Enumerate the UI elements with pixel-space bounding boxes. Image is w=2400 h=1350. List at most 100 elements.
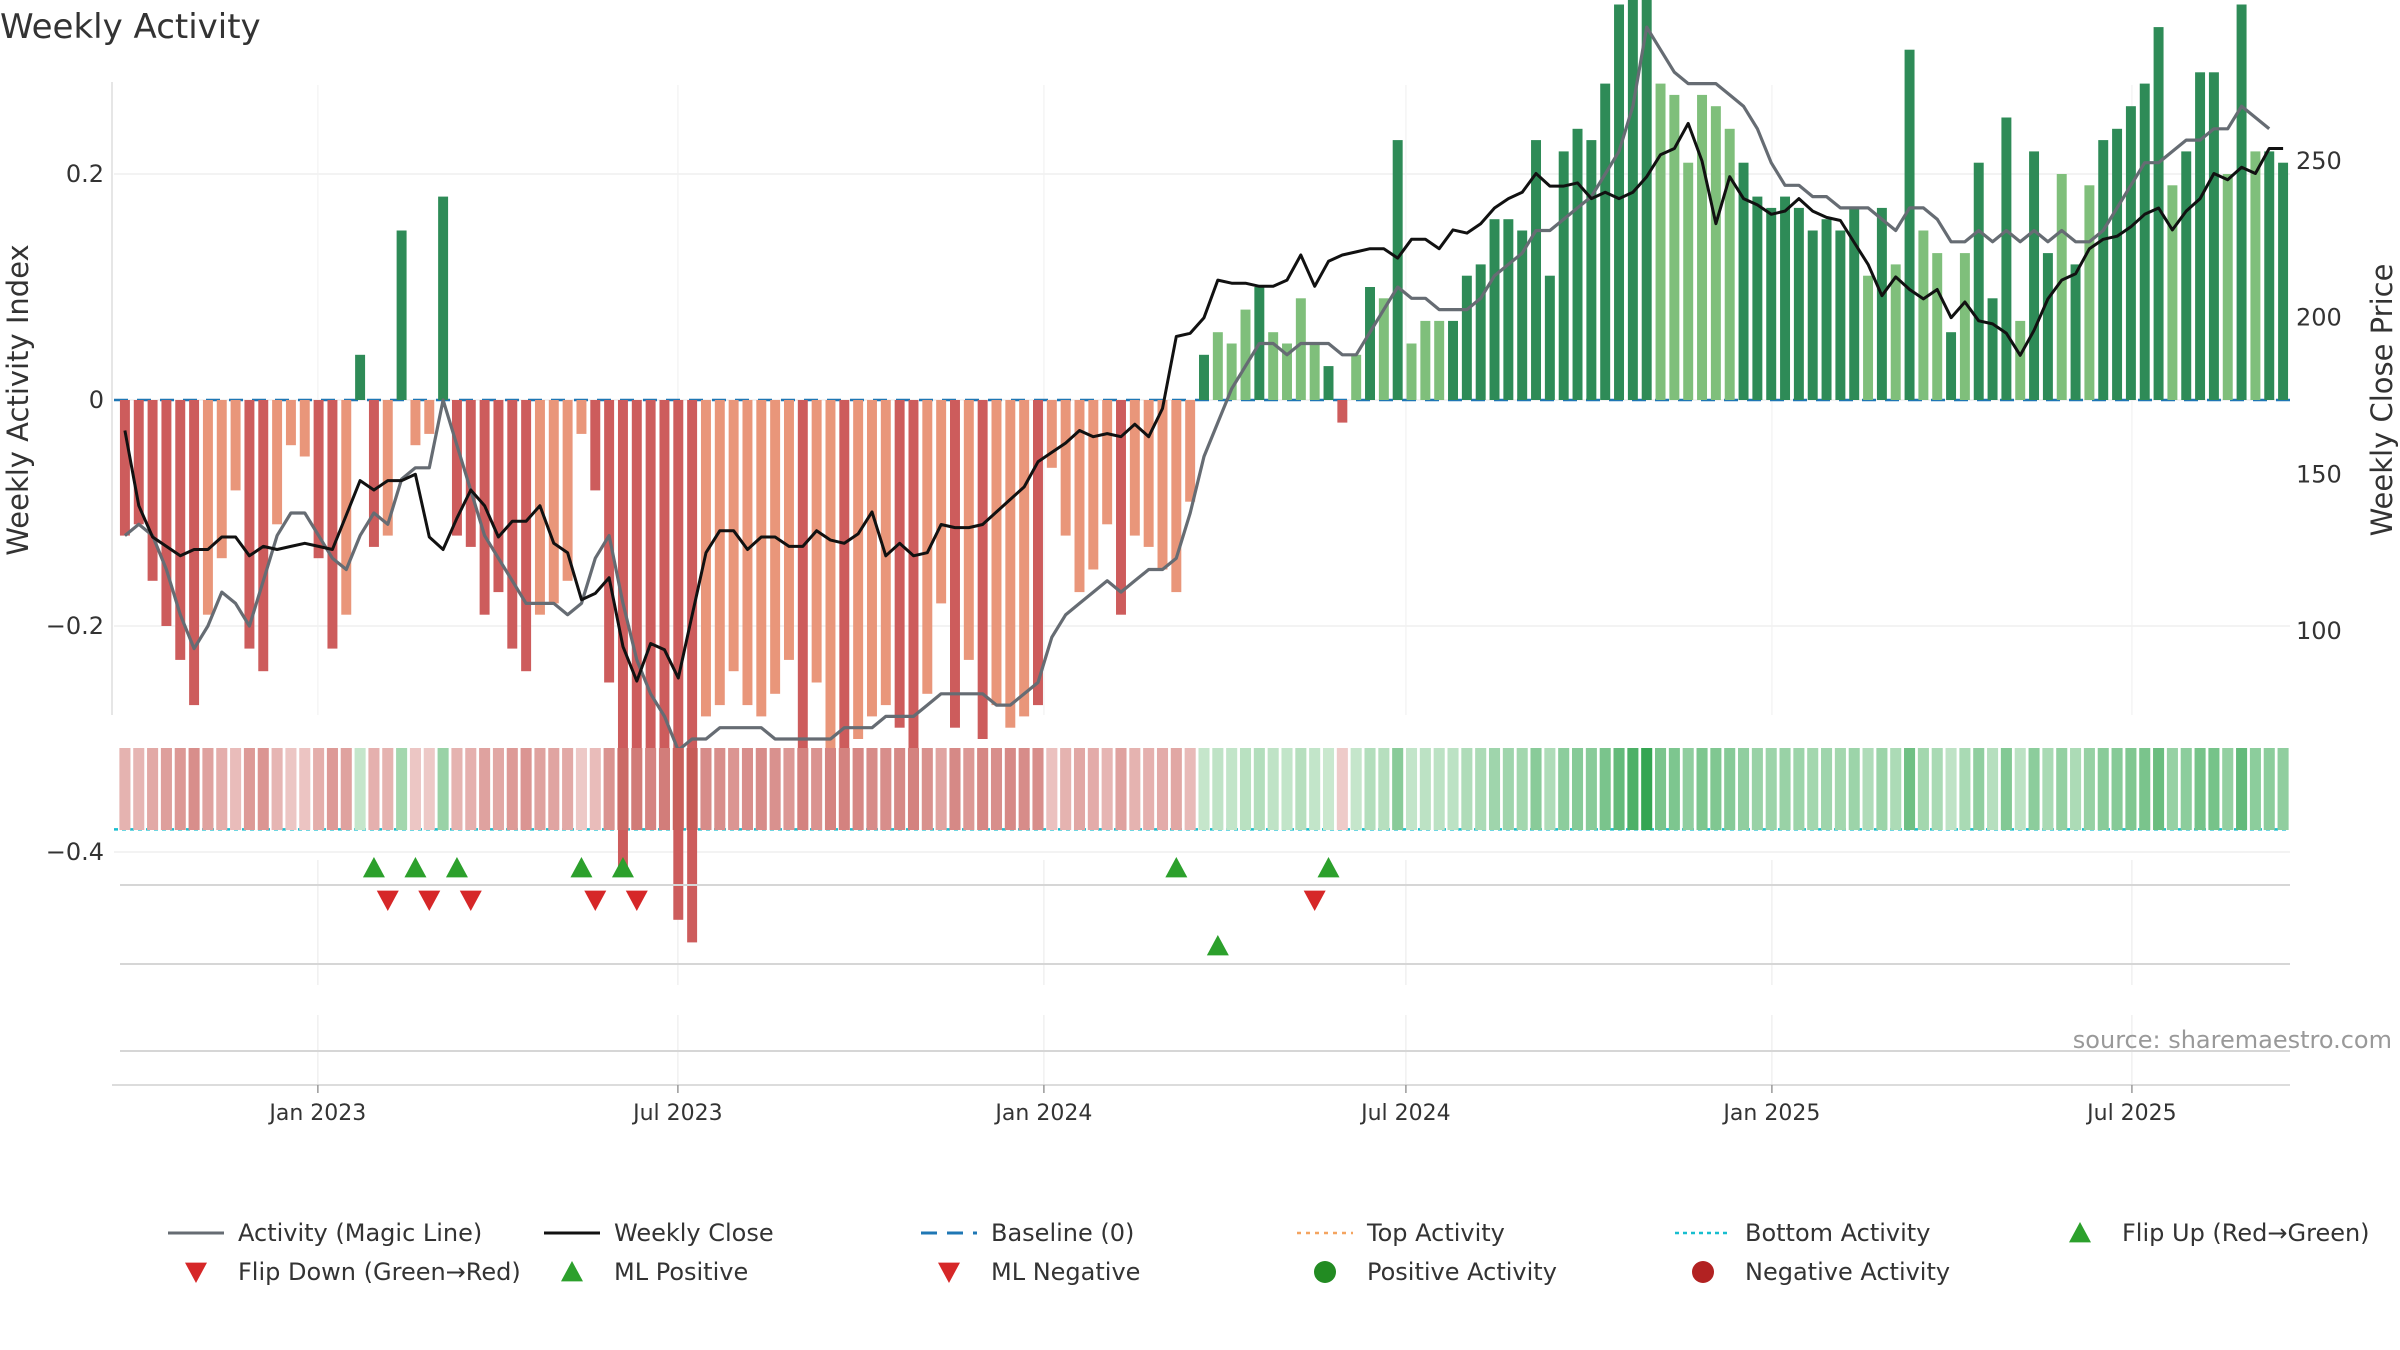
heat-cell [1419,748,1431,830]
activity-bar [1863,275,1874,400]
activity-bar [410,400,421,446]
heat-cell [575,748,587,830]
activity-bar [1378,298,1389,400]
date-tick-label: Jul 2024 [1359,1101,1451,1126]
activity-bar [1517,230,1528,400]
activity-bar [1669,94,1680,401]
heat-cell [1779,748,1791,830]
activity-bar [825,400,836,751]
heat-cell [534,748,546,830]
activity-bar [2056,174,2067,400]
legend-label: ML Positive [614,1258,748,1286]
activity-bar [977,400,988,739]
activity-bar [936,400,947,604]
legend-label: Negative Activity [1745,1258,1950,1286]
activity-bar [133,400,144,525]
activity-bar [1946,332,1957,400]
activity-bar [1752,196,1763,400]
activity-bar [1019,400,1030,717]
heat-cell [354,748,366,830]
activity-bar [1116,400,1126,615]
activity-bar [1793,207,1804,400]
flip-down-marker [584,890,607,911]
activity-bar [1876,207,1887,400]
heat-cell [1184,748,1196,830]
ml-positive-marker [1206,935,1229,956]
heat-cell [783,748,795,830]
heat-cell [1143,748,1155,830]
activity-bar [1337,400,1348,423]
activity-bar [853,400,864,739]
activity-bar [1365,287,1375,400]
activity-bar [756,400,767,717]
signal-rows [112,884,2290,1086]
activity-bar [1157,400,1168,570]
legend-swatch-positive-dot [1314,1261,1336,1283]
heat-cell [921,748,933,830]
activity-bar [2153,27,2164,400]
activity-bar [742,400,753,706]
activity-bar [1420,320,1431,400]
activity-bar [839,400,850,762]
activity-bar [230,400,241,491]
activity-bar [714,400,725,706]
activity-bar [673,400,684,920]
flip-down-marker [376,890,399,911]
heat-cell [797,748,809,830]
heat-cell [1655,748,1667,830]
heat-cell [368,748,380,830]
heat-cell [714,748,726,830]
activity-bar [2112,128,2123,401]
activity-bar [1973,162,1984,400]
flip-up-marker [1317,857,1340,878]
magic-line [123,25,2271,752]
activity-bar [590,400,601,491]
heat-cell [188,748,200,830]
activity-bar [1351,354,1362,400]
heat-cell [1890,748,1902,830]
heat-cell [1475,748,1487,830]
heat-cell [963,748,975,830]
activity-bar [908,400,919,762]
heat-cell [1807,748,1819,830]
heat-cell [1668,748,1680,830]
activity-bar [2084,185,2095,400]
activity-bar [1074,400,1085,593]
activity-bar [1434,320,1445,400]
activity-bar [2167,185,2178,400]
y-tick-label: 0 [89,386,104,414]
activity-bar [1199,354,1209,400]
legend-label: Flip Down (Green→Red) [238,1258,521,1286]
activity-bar [272,400,283,525]
activity-bar [950,400,960,728]
heat-cell [1336,748,1348,830]
activity-bar [659,400,670,785]
heat-cell [1945,748,1957,830]
heat-cell [2249,748,2261,830]
activity-bar [244,400,255,649]
heat-cell [1295,748,1307,830]
activity-bar [1406,343,1417,400]
heat-cell [2111,748,2123,830]
activity-bar [521,400,532,672]
heat-cell [700,748,712,830]
heat-cell [2097,748,2109,830]
heat-cell [1350,748,1362,830]
activity-bar [465,400,476,547]
activity-bar [797,400,808,762]
activity-bar [1655,83,1666,400]
activity-bar [1890,264,1901,400]
heat-cell [1682,748,1694,830]
heat-cell [2153,748,2165,830]
heat-cell [1641,748,1653,830]
heat-cell [1696,748,1708,830]
activity-bar [493,400,504,593]
heat-cell [2014,748,2026,830]
heat-cell [1073,748,1086,830]
heat-cell [1917,748,1929,830]
activity-bar [1088,400,1099,570]
activity-bar [258,400,269,672]
heat-cell [949,748,961,830]
heat-cell [977,748,989,830]
heat-cell [1447,748,1459,830]
